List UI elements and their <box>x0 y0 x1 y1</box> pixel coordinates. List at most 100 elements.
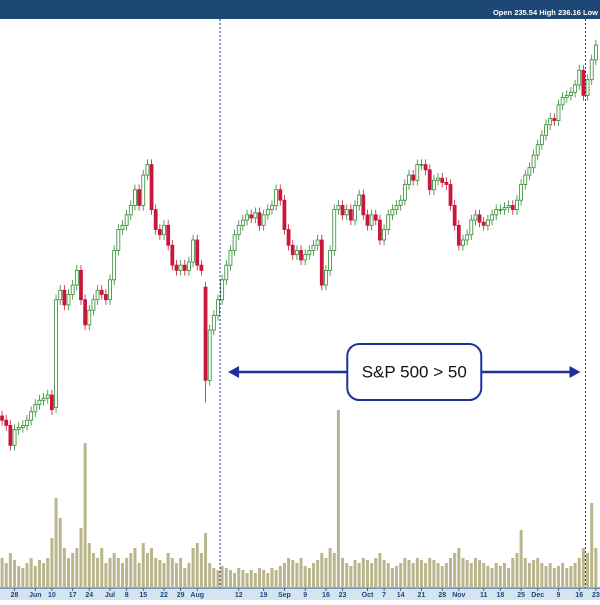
candle-body <box>336 205 341 211</box>
volume-bar <box>158 560 162 588</box>
volume-bar <box>440 566 444 588</box>
volume-bar <box>208 563 212 588</box>
candle-body <box>282 199 287 230</box>
volume-bar <box>565 568 569 588</box>
candle-body <box>33 404 38 413</box>
candle-body <box>535 144 540 156</box>
volume-bar <box>54 498 58 588</box>
volume-bar <box>507 568 511 588</box>
candle-body <box>87 309 92 326</box>
volume-bar <box>179 558 183 588</box>
candle-body <box>99 289 104 295</box>
candle-body <box>386 214 391 230</box>
volume-bar <box>519 530 523 588</box>
volume-bar <box>403 558 407 588</box>
volume-bar <box>561 563 565 588</box>
volume-bar <box>577 558 581 588</box>
candle-body <box>228 250 233 266</box>
candle-body <box>211 315 216 331</box>
candle-body <box>494 209 499 216</box>
candle-body <box>216 299 220 316</box>
volume-bar <box>357 563 361 588</box>
candle-body <box>353 205 357 221</box>
candle-body <box>527 167 532 176</box>
candle-body <box>573 84 577 93</box>
candle-body <box>539 134 544 146</box>
candle-body <box>133 189 137 206</box>
volume-bar <box>594 548 598 588</box>
candle-body <box>407 174 411 185</box>
volume-bar <box>212 568 216 588</box>
volume-bar <box>125 558 129 588</box>
volume-bar <box>395 566 399 588</box>
volume-bar <box>511 558 515 588</box>
candle-body <box>220 279 225 301</box>
candle-body <box>560 97 565 106</box>
candle-body <box>552 118 557 121</box>
candle-body <box>319 239 324 286</box>
candle-body <box>415 164 420 181</box>
candle-body <box>253 212 258 219</box>
volume-bar <box>245 573 249 588</box>
volume-bar <box>37 560 41 588</box>
volume-bar <box>316 560 320 588</box>
volume-bar <box>449 558 453 588</box>
candle-body <box>112 250 117 281</box>
candle-body <box>311 244 316 251</box>
volume-bar <box>75 548 79 588</box>
candle-body <box>270 205 274 211</box>
candle-body <box>328 250 332 271</box>
candle-body <box>448 184 453 206</box>
candle-body <box>394 205 399 211</box>
candle-body <box>29 411 34 421</box>
volume-bar <box>436 563 440 588</box>
volume-bar <box>0 558 4 588</box>
candle-body <box>66 294 71 306</box>
header-bar <box>0 0 600 19</box>
candle-body <box>207 329 212 381</box>
x-axis-bar <box>0 588 600 600</box>
volume-bar <box>532 560 536 588</box>
x-tick-label: 21 <box>418 592 426 599</box>
candle-body <box>203 286 208 381</box>
volume-bar <box>482 563 486 588</box>
volume-bar <box>324 558 328 588</box>
candle-body <box>241 219 245 226</box>
candle-body <box>103 294 108 301</box>
volume-bar <box>166 553 170 588</box>
candle-body <box>485 219 490 226</box>
candle-body <box>332 209 337 251</box>
x-tick-label: 28 <box>11 592 19 599</box>
volume-bar <box>241 570 245 588</box>
volume-bar <box>104 563 108 588</box>
candle-body <box>257 212 262 226</box>
x-tick-label: Nov <box>452 592 465 599</box>
candle-body <box>348 209 353 221</box>
candle-body <box>141 174 146 206</box>
candle-body <box>469 219 474 236</box>
candle-body <box>569 91 573 96</box>
candle-body <box>303 254 308 261</box>
volume-bar <box>465 560 469 588</box>
volume-bar <box>303 566 307 588</box>
candle-body <box>224 264 229 281</box>
volume-bar <box>444 563 448 588</box>
candle-body <box>128 205 133 216</box>
volume-bar <box>411 563 415 588</box>
volume-bar <box>287 558 291 588</box>
volume-bar <box>382 560 386 588</box>
volume-bar <box>523 558 527 588</box>
volume-bar <box>87 543 91 588</box>
annotation-text: S&P 500 > 50 <box>362 362 467 381</box>
candle-body <box>153 209 158 230</box>
volume-bar <box>569 566 573 588</box>
volume-bar <box>390 568 394 588</box>
candle-body <box>62 289 67 306</box>
volume-bar <box>424 563 428 588</box>
x-tick-label: 19 <box>260 592 268 599</box>
volume-bar <box>150 548 154 588</box>
volume-bar <box>370 563 374 588</box>
volume-bar <box>220 566 224 588</box>
x-tick-label: 9 <box>303 592 307 599</box>
volume-bar <box>469 563 473 588</box>
